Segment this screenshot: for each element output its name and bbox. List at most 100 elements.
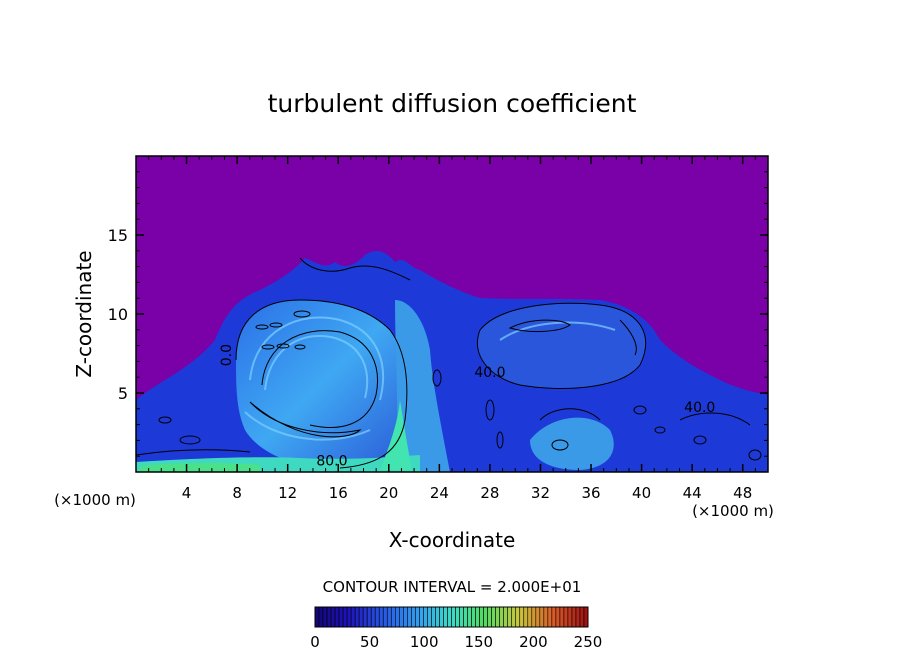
contour-labels: 80.0 40.0 40.0 0.0 bbox=[219, 344, 716, 470]
colorbar-cell bbox=[507, 606, 513, 628]
colorbar-cell bbox=[423, 606, 428, 628]
colorbar-cell bbox=[535, 606, 541, 628]
swirl-streaks bbox=[244, 316, 616, 441]
green-streak bbox=[140, 462, 260, 472]
colorbar-cell bbox=[330, 606, 336, 628]
contour-label: 0.0 bbox=[219, 344, 235, 366]
colorbar-cell bbox=[382, 606, 388, 628]
colorbar-cell bbox=[366, 606, 372, 628]
colorbar-ticks: 0 50 100 150 200 250 bbox=[310, 633, 602, 651]
colorbar-tick-label: 100 bbox=[410, 633, 439, 651]
colorbar-cell bbox=[475, 606, 480, 628]
rising-column bbox=[395, 300, 450, 472]
colorbar-cell bbox=[350, 606, 356, 628]
colorbar-tick-label: 50 bbox=[360, 633, 379, 651]
y-tick-label: 10 bbox=[108, 305, 128, 324]
colorbar-cell bbox=[334, 606, 340, 628]
colorbar-cell bbox=[322, 606, 328, 628]
colorbar-cell bbox=[519, 606, 525, 628]
lower-right-patch bbox=[530, 417, 614, 470]
colorbar-cell bbox=[543, 606, 549, 628]
colorbar-cell bbox=[407, 606, 412, 628]
colorbar-cell bbox=[551, 606, 557, 628]
colorbar-cell bbox=[394, 606, 400, 628]
colorbar-cell bbox=[515, 606, 521, 628]
colorbar-cell bbox=[487, 606, 492, 628]
colorbar-cell bbox=[563, 606, 569, 628]
colorbar-cell bbox=[471, 606, 476, 628]
colorbar-frame bbox=[314, 606, 589, 628]
colorbar-cell bbox=[555, 606, 561, 628]
colorbar-cell bbox=[342, 606, 348, 628]
colorbar-cell bbox=[435, 606, 440, 628]
x-tick-label: 44 bbox=[683, 484, 702, 502]
colorbar-cell bbox=[539, 606, 545, 628]
colorbar-cell bbox=[415, 606, 420, 628]
y-tick-label: 5 bbox=[118, 384, 128, 403]
colorbar-cell bbox=[523, 606, 529, 628]
x-axis: 4 8 12 16 20 24 28 32 36 40 44 48 bbox=[148, 156, 756, 502]
contour-interval: CONTOUR INTERVAL = 2.000E+01 bbox=[323, 578, 582, 596]
contour-cells bbox=[158, 310, 762, 461]
colorbar-cell bbox=[411, 606, 416, 628]
contour-label: 40.0 bbox=[474, 365, 505, 381]
colorbar-cell bbox=[390, 606, 396, 628]
x-tick-label: 28 bbox=[480, 484, 499, 502]
x-tick-label: 8 bbox=[232, 484, 242, 502]
x-tick-label: 4 bbox=[182, 484, 192, 502]
colorbar-tick-label: 150 bbox=[464, 633, 493, 651]
x-unit-left: (×1000 m) bbox=[54, 491, 136, 509]
colorbar-cell bbox=[374, 606, 380, 628]
colorbar-cell bbox=[575, 606, 581, 628]
y-tick-label: 15 bbox=[108, 226, 128, 245]
colorbar-cell bbox=[338, 606, 344, 628]
colorbar-cell bbox=[483, 606, 488, 628]
contour-label: 40.0 bbox=[684, 400, 715, 416]
colorbar-cell bbox=[346, 606, 352, 628]
colorbar-cell bbox=[419, 606, 424, 628]
y-axis-label: Z-coordinate bbox=[72, 250, 96, 377]
colorbar-cell bbox=[459, 606, 464, 628]
colorbar-cell bbox=[362, 606, 368, 628]
x-tick-label: 48 bbox=[733, 484, 752, 502]
colorbar-cell bbox=[583, 606, 589, 628]
contour-label: 80.0 bbox=[316, 454, 347, 470]
colorbar-cell bbox=[439, 606, 444, 628]
x-tick-label: 20 bbox=[379, 484, 398, 502]
contour-lines bbox=[136, 257, 751, 469]
colorbar-cell bbox=[559, 606, 565, 628]
colorbar-cell bbox=[399, 606, 404, 628]
colorbar-cell bbox=[499, 606, 504, 628]
colorbar-cell bbox=[467, 606, 472, 628]
colorbar-cell bbox=[354, 606, 360, 628]
vortex-body bbox=[236, 300, 407, 469]
x-tick-label: 12 bbox=[278, 484, 297, 502]
colorbar-cell bbox=[370, 606, 376, 628]
colorbar-cell bbox=[358, 606, 364, 628]
colorbar-cell bbox=[386, 606, 392, 628]
x-axis-label: X-coordinate bbox=[389, 528, 516, 552]
colorbar-cell bbox=[547, 606, 553, 628]
colorbar-cell bbox=[511, 606, 517, 628]
colorbar-tick-label: 200 bbox=[519, 633, 548, 651]
colorbar-tick-label: 0 bbox=[310, 633, 320, 651]
x-tick-label: 16 bbox=[329, 484, 348, 502]
colorbar-cell bbox=[463, 606, 468, 628]
colorbar-cell bbox=[579, 606, 585, 628]
colorbar-cell bbox=[447, 606, 452, 628]
colorbar-cell bbox=[495, 606, 500, 628]
colorbar-cell bbox=[431, 606, 436, 628]
colorbar-cell bbox=[443, 606, 448, 628]
colorbar-cell bbox=[318, 606, 324, 628]
colorbar-cell bbox=[491, 606, 496, 628]
colorbar-cell bbox=[455, 606, 460, 628]
y-axis: 5 10 15 bbox=[108, 171, 768, 457]
x-unit-right: (×1000 m) bbox=[692, 502, 774, 520]
colorbar-cell bbox=[571, 606, 577, 628]
x-tick-label: 32 bbox=[531, 484, 550, 502]
chart-title: turbulent diffusion coefficient bbox=[268, 89, 637, 118]
colorbar-tick-label: 250 bbox=[574, 633, 603, 651]
colorbar-cell bbox=[503, 606, 509, 628]
colorbar-cell bbox=[527, 606, 533, 628]
